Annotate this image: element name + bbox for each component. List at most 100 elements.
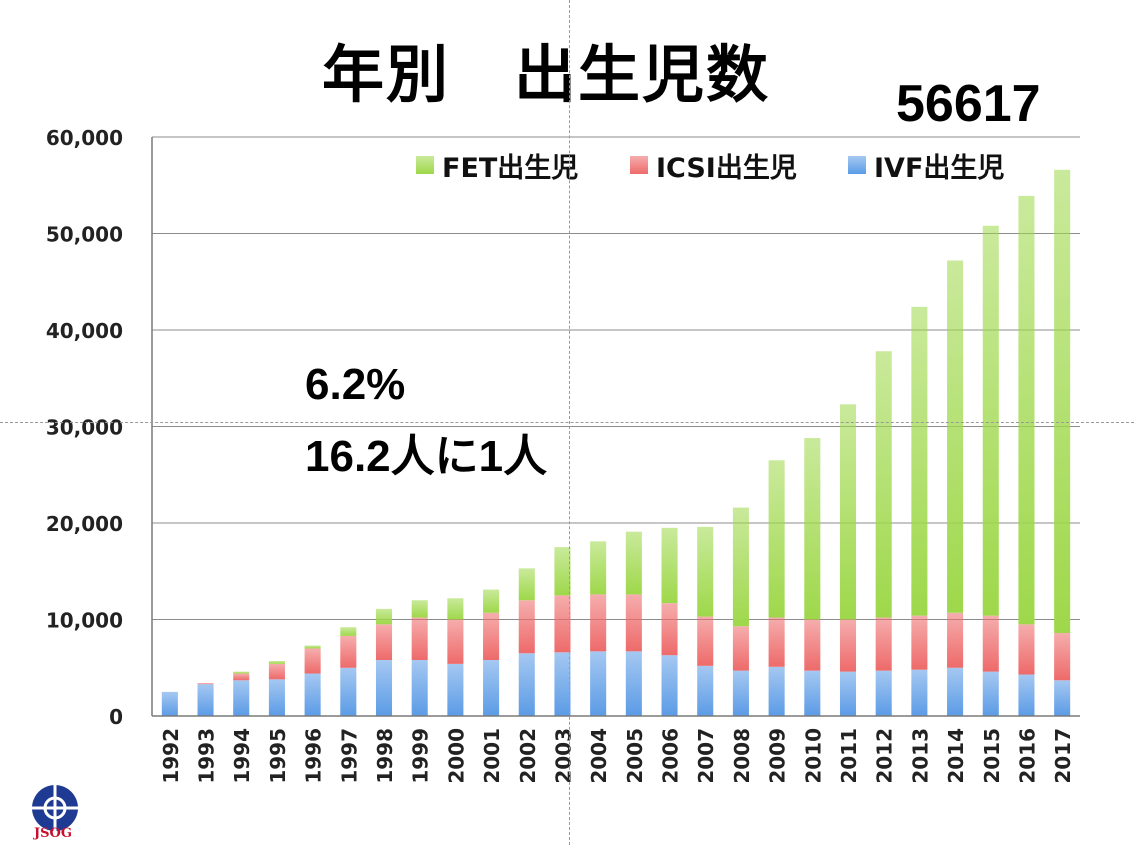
bar-IVF出生児-1999 xyxy=(411,660,428,716)
y-tick-label: 50,000 xyxy=(46,223,123,247)
x-tick-label: 2014 xyxy=(944,728,968,784)
x-tick-label: 2001 xyxy=(480,728,504,784)
bar-FET出生児-2008 xyxy=(732,507,749,627)
y-tick-label: 10,000 xyxy=(46,609,123,633)
chart-title: 年別 出生児数 xyxy=(322,38,771,111)
x-tick-label: 2012 xyxy=(873,728,897,784)
bar-FET出生児-1999 xyxy=(411,600,428,618)
x-tick-label: 1999 xyxy=(409,728,433,784)
x-tick-label: 2008 xyxy=(730,728,754,784)
gridlines xyxy=(152,136,1080,620)
bar-FET出生児-1997 xyxy=(340,627,357,636)
bar-IVF出生児-2003 xyxy=(554,652,571,716)
logo-text: JSOG xyxy=(34,826,72,841)
x-tick-label: 2017 xyxy=(1051,728,1075,784)
bar-ICSI出生児-2004 xyxy=(590,594,607,652)
bar-IVF出生児-1996 xyxy=(304,673,321,716)
legend-label: ICSI出生児 xyxy=(656,153,797,184)
bar-FET出生児-2000 xyxy=(447,598,464,620)
bar-IVF出生児-2005 xyxy=(625,651,642,716)
bar-IVF出生児-1998 xyxy=(375,660,393,716)
x-tick-label: 2013 xyxy=(908,728,932,784)
bar-IVF出生児-2016 xyxy=(1018,674,1035,716)
bar-FET出生児-2013 xyxy=(911,306,928,616)
bar-IVF出生児-2006 xyxy=(661,655,678,716)
bar-ICSI出生児-2003 xyxy=(554,595,571,653)
bar-FET出生児-2011 xyxy=(839,404,857,620)
bar-FET出生児-2003 xyxy=(554,547,571,596)
bar-FET出生児-1996 xyxy=(304,645,321,649)
total-callout: 56617 xyxy=(896,75,1041,133)
bar-IVF出生児-1995 xyxy=(268,679,285,716)
bar-ICSI出生児-2017 xyxy=(1054,633,1071,681)
bar-IVF出生児-2014 xyxy=(947,667,964,716)
y-tick-label: 40,000 xyxy=(46,319,123,343)
bar-ICSI出生児-2005 xyxy=(625,594,642,652)
bar-FET出生児-2010 xyxy=(804,438,821,620)
bar-ICSI出生児-1996 xyxy=(304,648,321,674)
bars xyxy=(161,169,1071,716)
bar-IVF出生児-2007 xyxy=(697,665,714,716)
x-tick-label: 2007 xyxy=(694,728,718,784)
bar-FET出生児-1998 xyxy=(375,608,393,625)
bar-IVF出生児-2000 xyxy=(447,663,464,716)
bar-IVF出生児-2009 xyxy=(768,666,785,716)
y-tick-label: 60,000 xyxy=(46,126,123,150)
x-tick-label: 2006 xyxy=(659,728,683,784)
x-tick-label: 1996 xyxy=(302,728,326,784)
bar-IVF出生児-2013 xyxy=(911,669,928,716)
legend-label: IVF出生児 xyxy=(874,153,1004,184)
jsog-logo-icon xyxy=(32,785,78,831)
bar-IVF出生児-2008 xyxy=(732,670,749,716)
bar-IVF出生児-2011 xyxy=(839,671,857,716)
stat-ratio: 16.2人に1人 xyxy=(305,432,548,481)
x-tick-label: 2005 xyxy=(623,728,647,784)
bar-ICSI出生児-2016 xyxy=(1018,624,1035,675)
x-tick-label: 2009 xyxy=(766,728,790,784)
bar-ICSI出生児-2010 xyxy=(804,619,821,671)
bar-ICSI出生児-2007 xyxy=(697,616,714,666)
bar-FET出生児-1994 xyxy=(233,671,250,674)
bar-IVF出生児-2001 xyxy=(483,660,500,716)
bar-ICSI出生児-2006 xyxy=(661,603,678,656)
bar-FET出生児-2002 xyxy=(518,568,535,601)
legend-swatch xyxy=(416,156,434,174)
bar-IVF出生児-2012 xyxy=(875,670,892,716)
legend: FET出生児 ICSI出生児 IVF出生児 xyxy=(416,153,1004,184)
bar-FET出生児-2012 xyxy=(875,351,892,618)
bar-FET出生児-2006 xyxy=(661,527,678,604)
bar-IVF出生児-1993 xyxy=(197,684,214,716)
x-tick-label: 1995 xyxy=(266,728,290,784)
bar-IVF出生児-1992 xyxy=(161,691,178,716)
x-tick-label: 2000 xyxy=(444,728,468,784)
bar-FET出生児-2001 xyxy=(483,589,500,613)
x-tick-label: 2010 xyxy=(801,728,825,784)
bar-IVF出生児-2015 xyxy=(982,671,999,716)
bar-IVF出生児-1994 xyxy=(233,680,250,716)
x-tick-label: 2011 xyxy=(837,728,861,784)
x-tick-label: 1997 xyxy=(337,728,361,784)
bar-ICSI出生児-2015 xyxy=(982,615,999,672)
bar-FET出生児-2016 xyxy=(1018,195,1035,625)
bar-ICSI出生児-2002 xyxy=(518,600,535,654)
bar-IVF出生児-2010 xyxy=(804,670,821,716)
guide-line-horizontal xyxy=(0,422,1134,423)
x-tick-label: 1994 xyxy=(230,728,254,784)
bar-ICSI出生児-1993 xyxy=(197,683,214,685)
y-tick-label: 20,000 xyxy=(46,512,123,536)
x-tick-label: 2015 xyxy=(980,728,1004,784)
bar-FET出生児-2014 xyxy=(947,260,964,613)
bar-ICSI出生児-2008 xyxy=(732,626,749,671)
bar-ICSI出生児-2009 xyxy=(768,617,785,667)
bar-ICSI出生児-1995 xyxy=(268,663,285,680)
bar-IVF出生児-2002 xyxy=(518,653,535,716)
bar-FET出生児-2007 xyxy=(697,526,714,617)
x-tick-label: 1998 xyxy=(373,728,397,784)
bar-ICSI出生児-1998 xyxy=(375,624,393,661)
bar-ICSI出生児-2012 xyxy=(875,617,892,671)
x-tick-label: 1993 xyxy=(195,728,219,784)
x-tick-label: 2004 xyxy=(587,728,611,784)
bar-FET出生児-2005 xyxy=(625,531,642,595)
axes: 0 10,000 20,000 30,000 40,000 50,000 60,000 199… xyxy=(46,126,1080,784)
